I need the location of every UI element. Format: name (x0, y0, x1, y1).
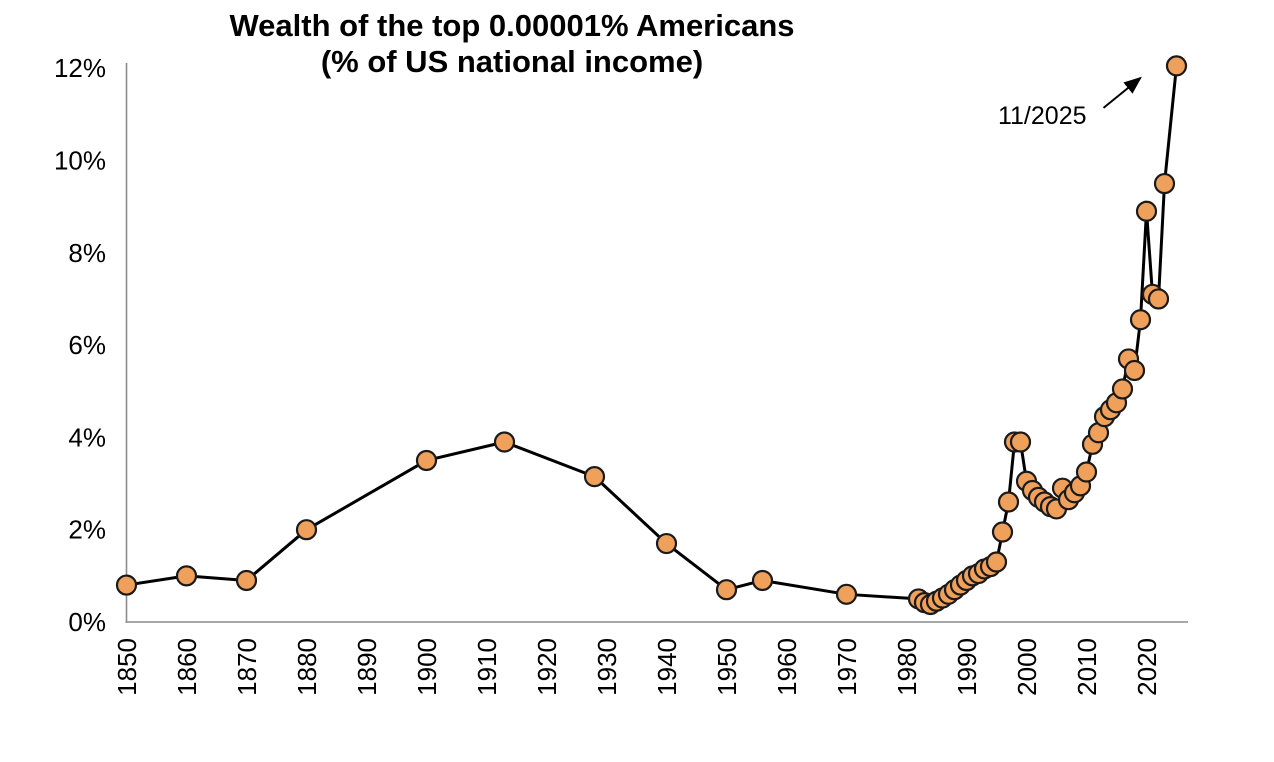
data-point-marker (985, 551, 1008, 573)
data-point-marker (715, 579, 738, 601)
data-point-marker (1165, 55, 1188, 77)
x-tick-label: 1900 (412, 638, 442, 696)
data-point-marker (1009, 431, 1032, 453)
y-tick-label: 2% (68, 515, 106, 545)
annotation-label: 11/2025 (998, 102, 1087, 130)
data-point-marker (991, 521, 1014, 543)
annotation-arrow-icon (1102, 76, 1142, 109)
x-axis-labels: 1850 1860 1870 1880 1890 1900 1910 1920 1930 1940… (112, 638, 1162, 696)
x-tick-label: 1940 (652, 638, 682, 696)
data-point-marker (997, 491, 1020, 513)
x-tick-label: 1860 (172, 638, 202, 696)
y-tick-label: 8% (68, 238, 106, 268)
y-tick-label: 12% (54, 53, 106, 83)
x-tick-label: 1850 (112, 638, 142, 696)
x-tick-label: 1880 (292, 638, 322, 696)
x-tick-label: 1910 (472, 638, 502, 696)
data-point-marker (655, 532, 678, 555)
data-point-marker (115, 574, 138, 596)
data-point-marker (1075, 461, 1098, 483)
x-tick-label: 2010 (1072, 638, 1102, 696)
data-point-marker (1123, 359, 1146, 382)
data-points (115, 55, 1188, 616)
data-point-marker (493, 431, 516, 453)
data-point-marker (751, 569, 774, 592)
data-point-marker (1111, 378, 1134, 400)
x-tick-label: 1870 (232, 638, 262, 696)
x-tick-label: 1980 (892, 638, 922, 696)
x-tick-label: 1970 (832, 638, 862, 696)
data-point-marker (1153, 172, 1176, 195)
data-line (125, 64, 1178, 606)
x-tick-label: 1960 (772, 638, 802, 696)
chart-title: Wealth of the top 0.00001% Americans (229, 8, 795, 43)
chart-subtitle: (% of US national income) (320, 44, 704, 79)
data-point-marker (583, 466, 606, 488)
y-tick-label: 10% (54, 146, 106, 176)
x-tick-label: 1990 (952, 638, 982, 696)
y-axis-labels: 0% 2% 4% 6% 8% 10% 12% (54, 53, 106, 637)
axes (125, 63, 1188, 623)
data-point-marker (295, 519, 318, 541)
data-point-marker (235, 569, 258, 592)
data-point-marker (1147, 288, 1170, 310)
y-tick-label: 0% (68, 607, 106, 637)
annotation: 11/2025 (998, 76, 1142, 130)
y-tick-label: 4% (68, 422, 106, 452)
x-tick-label: 1950 (712, 638, 742, 696)
x-tick-label: 1920 (532, 638, 562, 696)
data-point-marker (1129, 309, 1152, 331)
data-point-marker (1135, 200, 1158, 222)
y-tick-label: 6% (68, 330, 106, 360)
x-tick-label: 1930 (592, 638, 622, 696)
data-point-marker (175, 565, 198, 587)
x-tick-label: 1890 (352, 638, 382, 696)
data-point-marker (415, 449, 438, 472)
x-tick-label: 2000 (1012, 638, 1042, 696)
data-point-marker (835, 583, 858, 605)
x-tick-label: 2020 (1132, 638, 1162, 696)
